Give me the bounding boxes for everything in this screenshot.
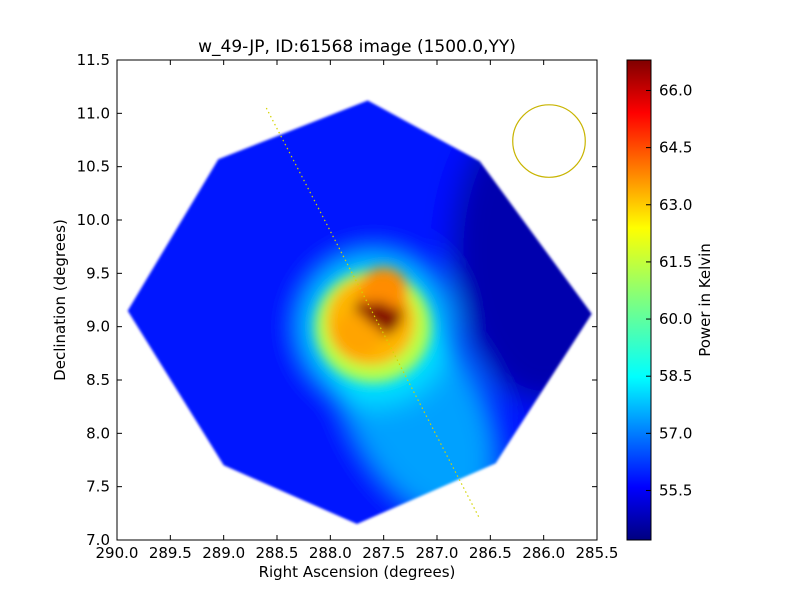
y-tick-label: 7.5 [86, 478, 110, 496]
colorbar: 55.5 57.0 58.5 60.0 61.5 63.0 64.5 66.0 Power i… [626, 59, 714, 541]
x-axis-label: Right Ascension (degrees) [259, 563, 456, 581]
chart-title-group: w_49-JP, ID:61568 image (1500.0,YY) [198, 37, 516, 57]
colorbar-gradient [626, 59, 652, 541]
x-tick-label: 289.5 [149, 544, 192, 562]
y-tick-label: 10.5 [77, 158, 110, 176]
x-tick-label: 287.5 [362, 544, 405, 562]
x-tick-label: 286.5 [469, 544, 512, 562]
y-tick-label: 11.0 [77, 104, 110, 122]
x-axis: 290.0 289.5 289.0 288.5 288.0 287.5 287.0 286.5… [96, 60, 619, 562]
source-peak [364, 301, 393, 326]
plot-frame [116, 59, 598, 541]
x-tick-label: 289.0 [202, 544, 245, 562]
y-axis-label: Declination (degrees) [51, 219, 69, 381]
x-tick-label: 287.0 [416, 544, 459, 562]
colorbar-tick-label: 57.0 [659, 424, 692, 442]
colorbar-tick-label: 61.5 [659, 253, 692, 271]
colorbar-tick-label: 64.5 [659, 139, 692, 157]
y-tick-label: 8.0 [86, 424, 110, 442]
colorbar-tick-label: 63.0 [659, 196, 692, 214]
colorbar-label: Power in Kelvin [696, 243, 714, 357]
colorbar-tick-label: 55.5 [659, 481, 692, 499]
track-line [265, 107, 481, 519]
bright-sources [315, 267, 431, 383]
y-axis: 7.0 7.5 8.0 8.5 9.0 9.5 10.0 10.5 11.0 11.5 [77, 51, 597, 549]
overlay-layer [265, 104, 586, 519]
x-tick-label: 290.0 [96, 544, 139, 562]
source-1 [333, 313, 381, 358]
beam-circle [512, 104, 586, 178]
y-tick-label: 11.5 [77, 51, 110, 69]
y-tick-label: 9.5 [86, 264, 110, 282]
colorbar-ticks: 55.5 57.0 58.5 60.0 61.5 63.0 64.5 66.0 [646, 81, 692, 499]
x-tick-label: 288.5 [256, 544, 299, 562]
y-tick-label: 8.5 [86, 371, 110, 389]
colorbar-tick-label: 58.5 [659, 367, 692, 385]
y-tick-label: 10.0 [77, 211, 110, 229]
y-tick-label: 9.0 [86, 318, 110, 336]
y-tick-label: 7.0 [86, 531, 110, 549]
x-tick-label: 285.5 [576, 544, 619, 562]
x-tick-label: 288.0 [309, 544, 352, 562]
source-2 [359, 267, 408, 312]
x-tick-label: 286.0 [522, 544, 565, 562]
colorbar-tick-label: 66.0 [659, 81, 692, 99]
chart-title: w_49-JP, ID:61568 image (1500.0,YY) [198, 37, 516, 57]
colorbar-tick-label: 60.0 [659, 310, 692, 328]
